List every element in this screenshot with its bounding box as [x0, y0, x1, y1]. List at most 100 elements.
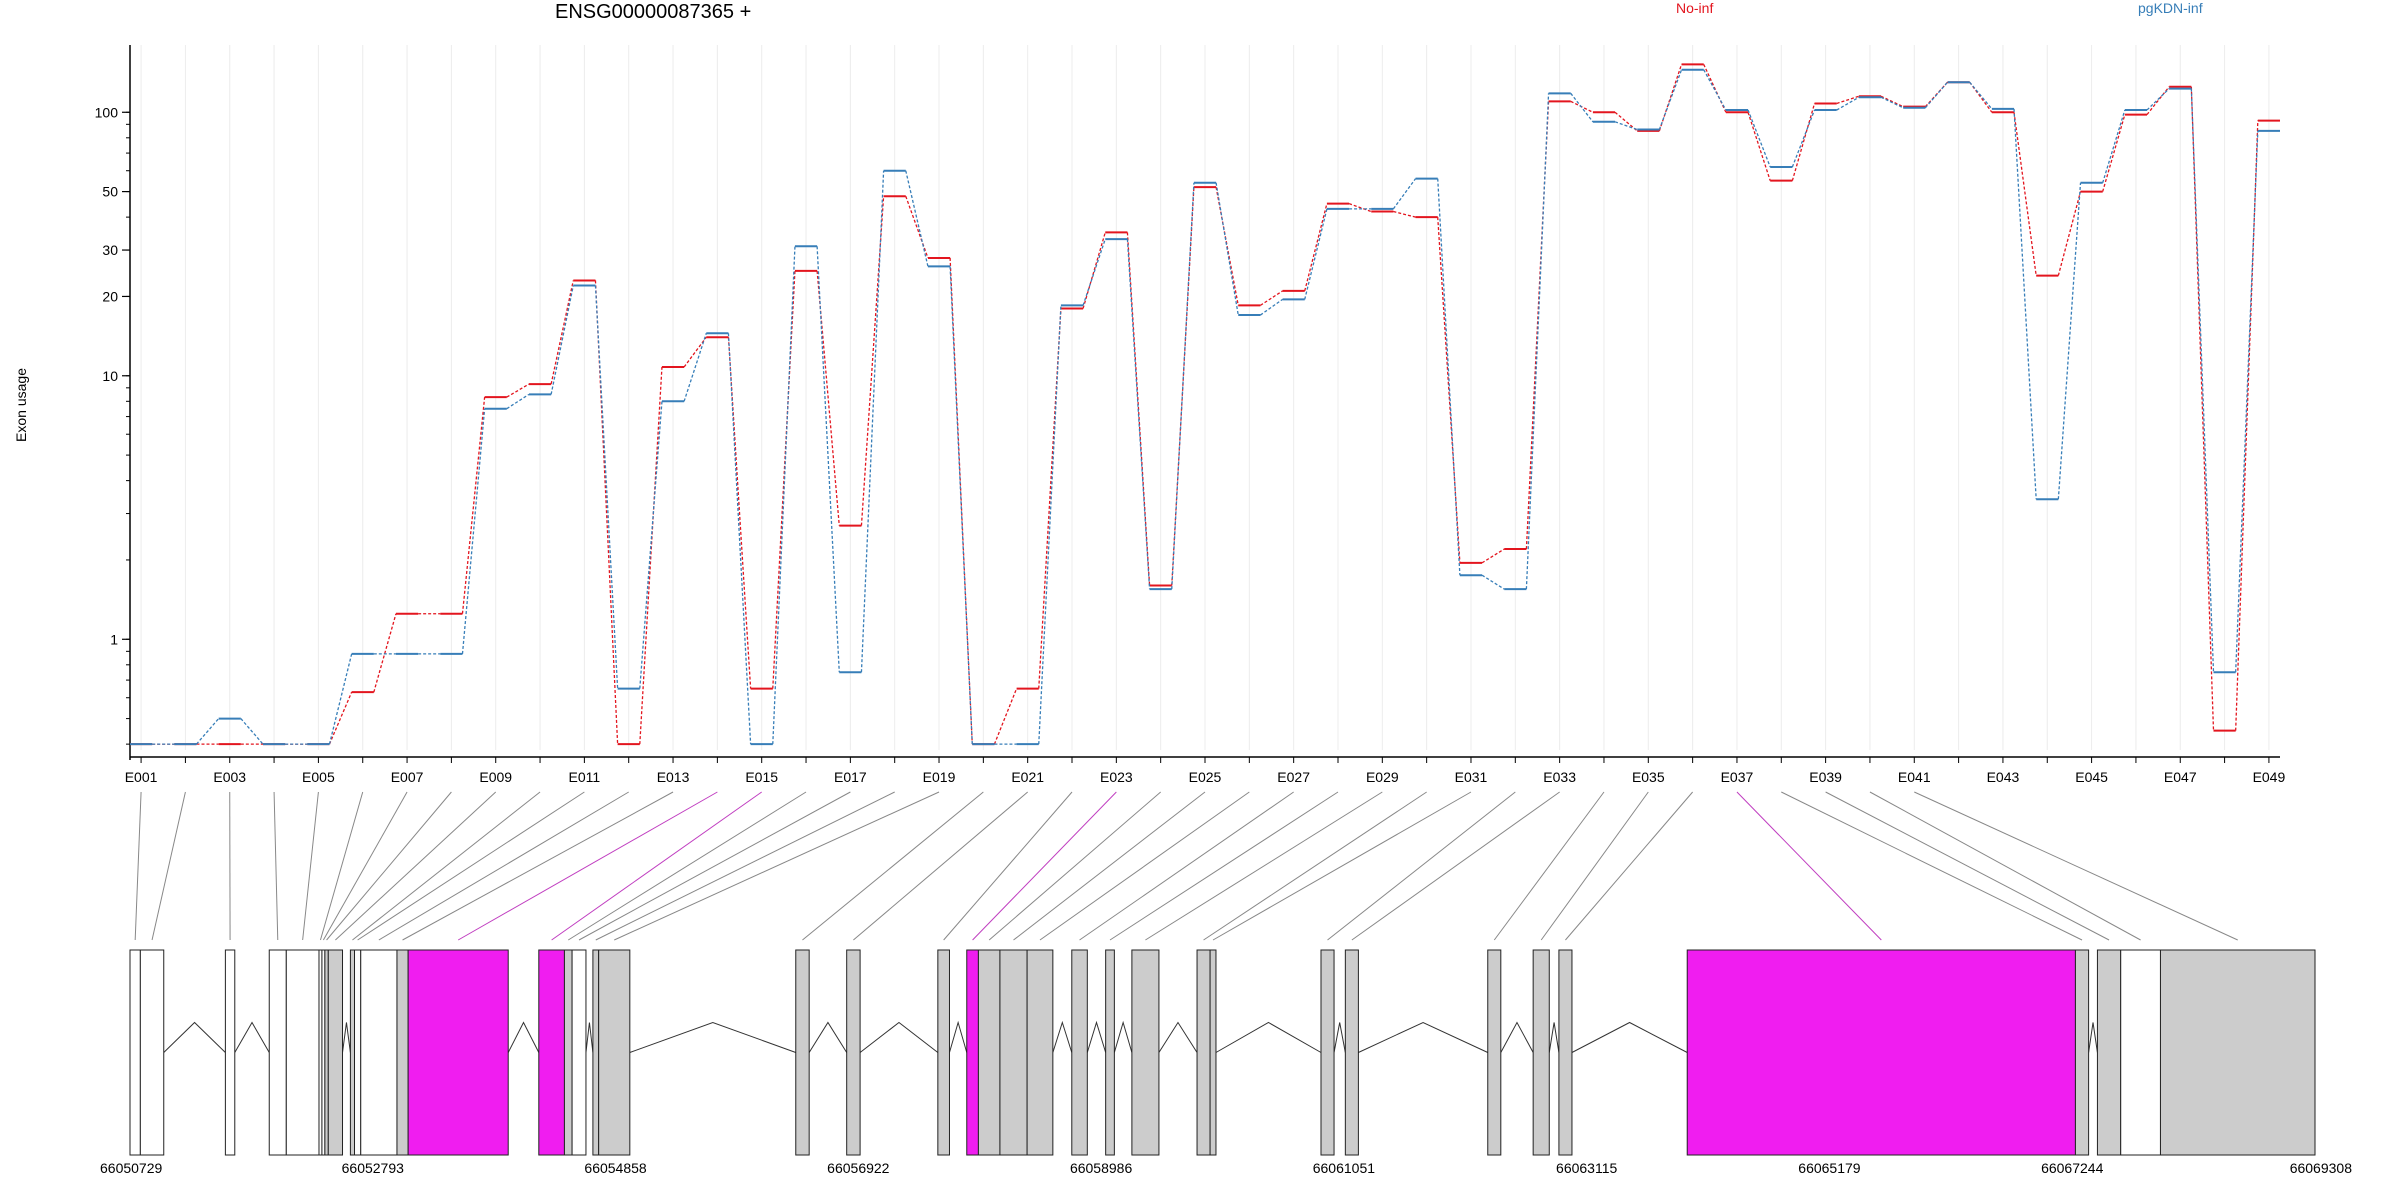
exon-box	[563, 949, 573, 1156]
genomic-tick-label: 66052793	[342, 1160, 405, 1176]
genomic-tick-label: 66061051	[1313, 1160, 1376, 1176]
exon-box	[977, 949, 1001, 1156]
data-connector	[1082, 232, 1106, 309]
data-connector	[1703, 69, 1727, 111]
intron-line	[1548, 1022, 1560, 1053]
data-connector	[461, 397, 486, 614]
x-tick-label: E027	[1277, 769, 1310, 785]
exon-box	[2159, 949, 2316, 1156]
legend-item-pgkdn-inf: pgKDN-inf	[2138, 0, 2203, 16]
exon-box	[139, 949, 165, 1156]
y-tick-label: 20	[102, 288, 118, 304]
exon-connector-line	[151, 791, 186, 941]
intron-line	[507, 1021, 540, 1053]
genomic-tick-label: 66067244	[2041, 1160, 2104, 1176]
exon-connector-line	[567, 791, 807, 941]
exon-box	[407, 949, 509, 1156]
data-connector	[905, 170, 929, 267]
exon-box	[360, 949, 398, 1156]
data-connector	[2146, 88, 2170, 111]
data-connector	[1614, 111, 1638, 132]
exon-connector-line	[1565, 791, 1694, 941]
y-tick-label: 10	[102, 368, 118, 384]
x-tick-label: E009	[479, 769, 512, 785]
exon-connector-line	[972, 791, 1117, 941]
genomic-tick-label: 66054858	[584, 1160, 647, 1176]
x-tick-label: E033	[1543, 769, 1576, 785]
x-tick-label: E011	[569, 769, 601, 785]
exon-connector-line	[988, 791, 1161, 941]
data-connector	[1614, 121, 1638, 131]
data-connector	[550, 285, 574, 395]
x-tick-label: E043	[1987, 769, 2020, 785]
exon-box	[1487, 949, 1502, 1156]
data-connector	[506, 393, 530, 410]
exon-connectors	[134, 791, 2238, 941]
data-connector	[1171, 182, 1195, 590]
x-tick-label: E001	[125, 769, 158, 785]
data-connector	[2057, 191, 2082, 276]
legend-item-no-inf: No-inf	[1676, 0, 1714, 16]
data-connector	[1481, 548, 1505, 564]
x-tick-label: E015	[745, 769, 778, 785]
data-connector	[2013, 112, 2037, 276]
exon-connector-line	[1493, 791, 1605, 941]
genomic-tick-label: 66063115	[1556, 1160, 1617, 1176]
exon-box	[327, 949, 344, 1156]
data-connector	[1437, 178, 1461, 576]
data-connector	[639, 366, 663, 745]
intron-line	[859, 1021, 939, 1053]
y-axis-label: Exon usage	[13, 368, 29, 442]
exon-connector-line	[273, 791, 279, 941]
exon-connector-line	[335, 791, 497, 941]
data-connector	[1260, 290, 1283, 306]
intron-line	[1358, 1021, 1488, 1053]
data-connector	[683, 333, 707, 402]
data-connector	[1304, 208, 1328, 300]
exon-box	[1026, 949, 1054, 1156]
x-tick-label: E035	[1632, 769, 1665, 785]
data-connector	[1570, 92, 1594, 123]
exon-connector-line	[1039, 791, 1250, 941]
x-tick-label: E007	[391, 769, 424, 785]
data-connector	[2190, 88, 2215, 673]
x-tick-label: E037	[1721, 769, 1754, 785]
data-connector	[550, 280, 574, 385]
exon-box	[354, 949, 362, 1156]
data-connector	[683, 336, 707, 368]
intron-line	[1086, 1020, 1107, 1053]
exon-box	[1105, 949, 1115, 1156]
data-connector	[1703, 64, 1727, 113]
series-pgkdn-inf	[130, 68, 2280, 746]
intron-line	[1571, 1021, 1688, 1053]
exon-connector-line	[1914, 791, 2238, 941]
exon-box	[1320, 949, 1335, 1156]
data-connector	[461, 408, 486, 654]
data-connector	[2190, 86, 2215, 731]
x-tick-label: E029	[1366, 769, 1399, 785]
data-connector	[1791, 103, 1816, 181]
data-connector	[2057, 182, 2082, 500]
data-connector	[1437, 217, 1461, 563]
exon-connector-line	[322, 791, 408, 941]
data-connector	[240, 718, 264, 745]
exon-box	[224, 949, 236, 1156]
exon-box	[1558, 949, 1573, 1156]
intron-line	[948, 1020, 968, 1053]
series-lines	[130, 63, 2280, 746]
x-tick-label: E003	[213, 769, 246, 785]
intron-line	[1158, 1021, 1198, 1053]
x-tick-label: E031	[1455, 769, 1488, 785]
exon-connector-line	[1781, 791, 2083, 941]
exon-connector-line	[134, 791, 142, 941]
data-connector	[1304, 203, 1328, 292]
exon-box	[2120, 949, 2161, 1156]
data-connector	[1836, 96, 1860, 111]
exon-box	[1344, 949, 1359, 1156]
intron-line	[1113, 1020, 1133, 1053]
exon-box	[1532, 949, 1550, 1156]
exon-connector-line	[1212, 791, 1472, 941]
data-connector	[1924, 81, 1949, 109]
data-connector	[2102, 109, 2126, 183]
intron-line	[1052, 1020, 1073, 1053]
